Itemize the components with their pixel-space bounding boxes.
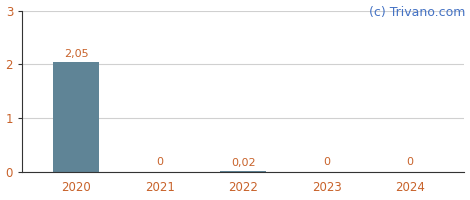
Text: 0: 0 bbox=[157, 157, 163, 167]
Text: 2,05: 2,05 bbox=[64, 49, 89, 59]
Bar bbox=[54, 62, 99, 172]
Text: (c) Trivano.com: (c) Trivano.com bbox=[369, 6, 465, 19]
Text: 0: 0 bbox=[323, 157, 330, 167]
Text: 0: 0 bbox=[407, 157, 414, 167]
Text: 0,02: 0,02 bbox=[231, 158, 256, 168]
Bar bbox=[220, 171, 266, 172]
